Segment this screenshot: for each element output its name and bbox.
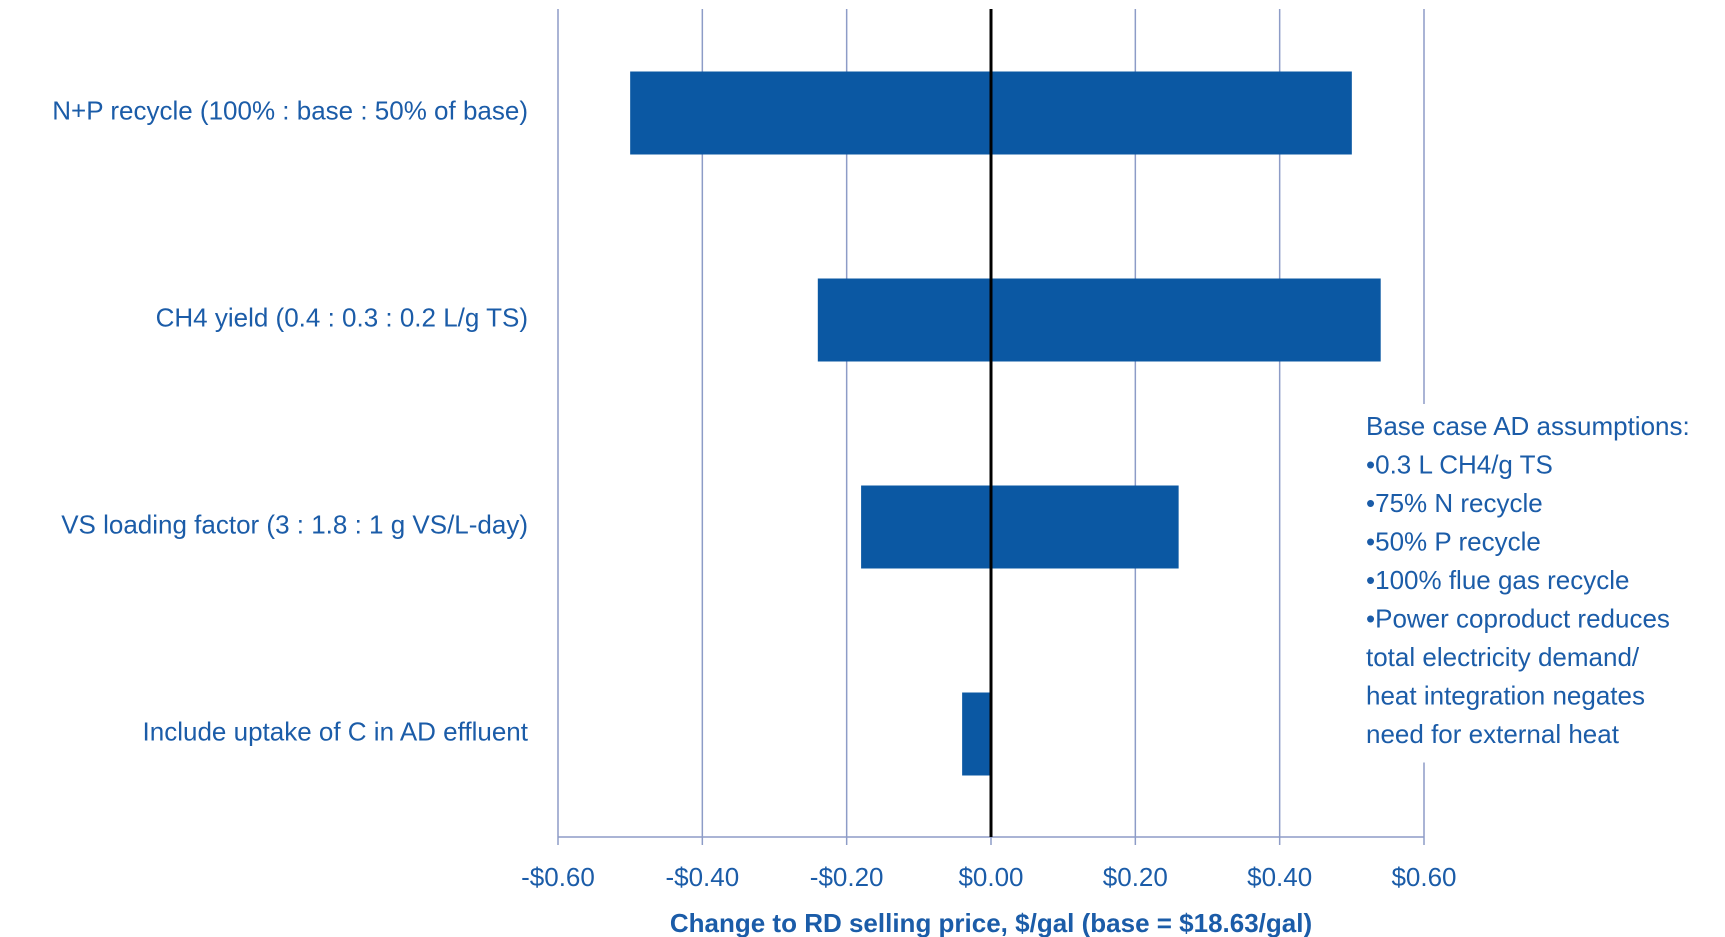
bar: [817, 278, 991, 362]
y-tick-label: CH4 yield (0.4 : 0.3 : 0.2 L/g TS): [156, 302, 528, 332]
annotation-backdrop: [1360, 404, 1723, 763]
annotation-line: •Power coproduct reduces: [1366, 603, 1670, 633]
x-tick-label: $0.00: [958, 862, 1023, 892]
y-tick-label: N+P recycle (100% : base : 50% of base): [52, 95, 528, 125]
annotation-line: •0.3 L CH4/g TS: [1366, 449, 1553, 479]
annotation-line: •50% P recycle: [1366, 526, 1541, 556]
annotation-line: •75% N recycle: [1366, 488, 1543, 518]
x-tick-label: -$0.40: [665, 862, 739, 892]
bar: [991, 485, 1179, 569]
bar: [991, 278, 1381, 362]
x-tick-label: $0.60: [1391, 862, 1456, 892]
annotation-line: Base case AD assumptions:: [1366, 411, 1690, 441]
x-tick-label: -$0.20: [810, 862, 884, 892]
annotation-line: heat integration negates: [1366, 680, 1645, 710]
annotation-line: total electricity demand/: [1366, 642, 1640, 672]
x-tick-label: -$0.60: [521, 862, 595, 892]
x-tick-label: $0.40: [1247, 862, 1312, 892]
bar: [991, 71, 1352, 155]
bar: [861, 485, 991, 569]
annotation-line: •100% flue gas recycle: [1366, 565, 1629, 595]
x-tick-label: $0.20: [1103, 862, 1168, 892]
bar: [962, 692, 991, 776]
y-tick-label: VS loading factor (3 : 1.8 : 1 g VS/L-da…: [61, 509, 528, 539]
x-axis-title: Change to RD selling price, $/gal (base …: [670, 908, 1312, 937]
annotation-line: need for external heat: [1366, 719, 1620, 749]
y-tick-label: Include uptake of C in AD effluent: [143, 716, 529, 746]
bar: [630, 71, 991, 155]
